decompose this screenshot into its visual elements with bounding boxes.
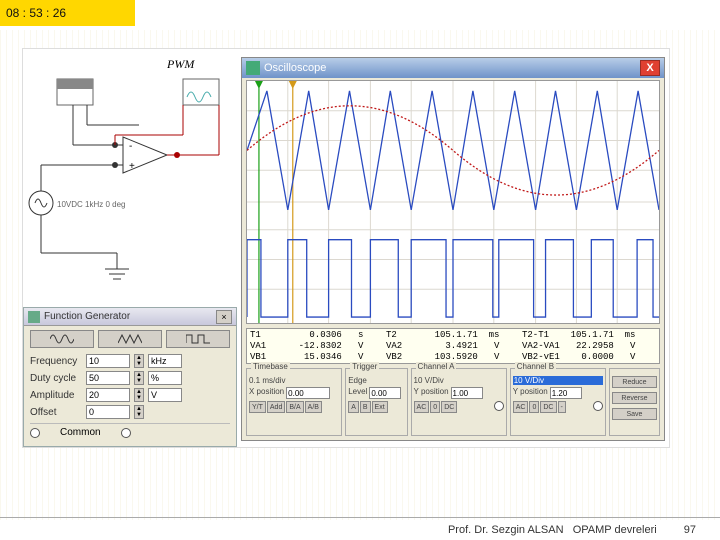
presentation-clock: 08 : 53 : 26 [0, 0, 135, 26]
scope-titlebar[interactable]: Oscilloscope X [242, 58, 664, 78]
amp-unit[interactable]: V [148, 388, 182, 402]
scope-display[interactable] [246, 80, 660, 324]
channel-b-panel: Channel B 10 V/Div Y position AC 0 DC - [510, 368, 606, 436]
fg-neg-terminal[interactable] [30, 428, 40, 438]
cha-scale[interactable]: 10 V/Div [414, 376, 504, 385]
duty-spinner[interactable]: ▲▼ [134, 371, 144, 385]
scope-title-text: Oscilloscope [264, 62, 636, 74]
content-area: PWM - + 10VDC 1kHz 0 deg [22, 48, 670, 448]
fg-close-button[interactable]: × [216, 310, 232, 324]
freq-label: Frequency [30, 356, 82, 367]
chb-scale[interactable]: 10 V/Div [513, 376, 603, 385]
trigger-edge[interactable]: Edge [348, 376, 404, 385]
chb-terminal[interactable] [593, 401, 603, 411]
chb-0-button[interactable]: 0 [529, 401, 539, 413]
trigger-level-input[interactable] [369, 387, 401, 399]
freq-input[interactable] [86, 354, 130, 368]
svg-text:10VDC 1kHz 0 deg: 10VDC 1kHz 0 deg [57, 200, 125, 209]
fg-titlebar[interactable]: Function Generator × [24, 308, 236, 326]
cha-terminal[interactable] [494, 401, 504, 411]
ba-button[interactable]: B/A [286, 401, 303, 413]
freq-unit[interactable]: kHz [148, 354, 182, 368]
chb-title: Channel B [515, 362, 556, 371]
readout-col-3: T2-T1 105.1.71 ms VA2-VA1 22.2958 V VB2-… [522, 330, 656, 362]
svg-text:-: - [129, 141, 132, 152]
trigger-src-buttons: A B Ext [348, 401, 404, 413]
oscilloscope-window: Oscilloscope X T1 [241, 57, 665, 441]
duty-label: Duty cycle [30, 373, 82, 384]
amp-input[interactable] [86, 388, 130, 402]
scope-controls: Timebase 0.1 ms/div X position Y/T Add B… [246, 368, 660, 436]
offset-input[interactable] [86, 405, 130, 419]
duty-input[interactable] [86, 371, 130, 385]
trg-b-button[interactable]: B [360, 401, 371, 413]
offset-spinner[interactable]: ▲▼ [134, 405, 144, 419]
scope-close-button[interactable]: X [640, 60, 660, 76]
timebase-scale[interactable]: 0.1 ms/div [249, 376, 339, 385]
footer-topic: OPAMP devreleri [573, 524, 657, 536]
waveform-svg [247, 81, 659, 323]
xpos-label: X position [249, 387, 284, 399]
level-label: Level [348, 387, 367, 399]
scope-readout: T1 0.0306 s VA1 -12.8302 V VB1 15.0346 V… [246, 328, 660, 364]
chb-dc-button[interactable]: DC [540, 401, 556, 413]
timebase-mode-buttons: Y/T Add B/A A/B [249, 401, 339, 413]
scope-icon [246, 61, 260, 75]
timebase-title: Timebase [251, 362, 290, 371]
readout-col-2: T2 105.1.71 ms VA2 3.4921 V VB2 103.5920… [386, 330, 520, 362]
amp-label: Amplitude [30, 390, 82, 401]
chb-ypos-label: Y position [513, 387, 548, 399]
fg-icon [28, 311, 40, 323]
cha-ypos-input[interactable] [451, 387, 483, 399]
footer-author: Prof. Dr. Sezgin ALSAN [448, 524, 564, 536]
sine-wave-button[interactable] [30, 330, 94, 348]
trg-a-button[interactable]: A [348, 401, 359, 413]
chb-inv-button[interactable]: - [558, 401, 566, 413]
trigger-title: Trigger [350, 362, 379, 371]
duty-unit: % [148, 371, 182, 385]
chb-ypos-input[interactable] [550, 387, 582, 399]
side-buttons-panel: Reduce Reverse Save [609, 368, 660, 436]
circuit-schematic: PWM - + 10VDC 1kHz 0 deg [27, 53, 241, 303]
svg-text:+: + [129, 161, 135, 172]
cha-ypos-label: Y position [414, 387, 449, 399]
timebase-panel: Timebase 0.1 ms/div X position Y/T Add B… [246, 368, 342, 436]
trigger-panel: Trigger Edge Level A B Ext [345, 368, 407, 436]
triangle-wave-button[interactable] [98, 330, 162, 348]
save-button[interactable]: Save [612, 408, 657, 420]
add-button[interactable]: Add [267, 401, 285, 413]
footer: Prof. Dr. Sezgin ALSAN OPAMP devreleri 9… [0, 524, 720, 536]
trg-ext-button[interactable]: Ext [372, 401, 388, 413]
xpos-input[interactable] [286, 387, 330, 399]
waveform-buttons [30, 330, 230, 350]
pwm-label: PWM [167, 57, 194, 72]
page-number: 97 [684, 524, 696, 536]
cha-title: Channel A [416, 362, 457, 371]
reverse-button[interactable]: Reverse [612, 392, 657, 404]
amp-spinner[interactable]: ▲▼ [134, 388, 144, 402]
fg-pos-terminal[interactable] [121, 428, 131, 438]
function-generator-window: Function Generator × Frequency ▲▼ kHz Du… [23, 307, 237, 447]
ab-button[interactable]: A/B [305, 401, 322, 413]
footer-divider [0, 517, 720, 518]
square-wave-button[interactable] [166, 330, 230, 348]
fg-common-label: Common [60, 427, 101, 438]
cha-dc-button[interactable]: DC [441, 401, 457, 413]
schematic-svg: - + 10VDC 1kHz 0 deg [27, 53, 241, 303]
cha-0-button[interactable]: 0 [430, 401, 440, 413]
cha-ac-button[interactable]: AC [414, 401, 430, 413]
chb-ac-button[interactable]: AC [513, 401, 529, 413]
freq-spinner[interactable]: ▲▼ [134, 354, 144, 368]
fg-title-text: Function Generator [44, 311, 212, 322]
channel-a-panel: Channel A 10 V/Div Y position AC 0 DC [411, 368, 507, 436]
yt-button[interactable]: Y/T [249, 401, 266, 413]
offset-label: Offset [30, 407, 82, 418]
reduce-button[interactable]: Reduce [612, 376, 657, 388]
readout-col-1: T1 0.0306 s VA1 -12.8302 V VB1 15.0346 V [250, 330, 384, 362]
